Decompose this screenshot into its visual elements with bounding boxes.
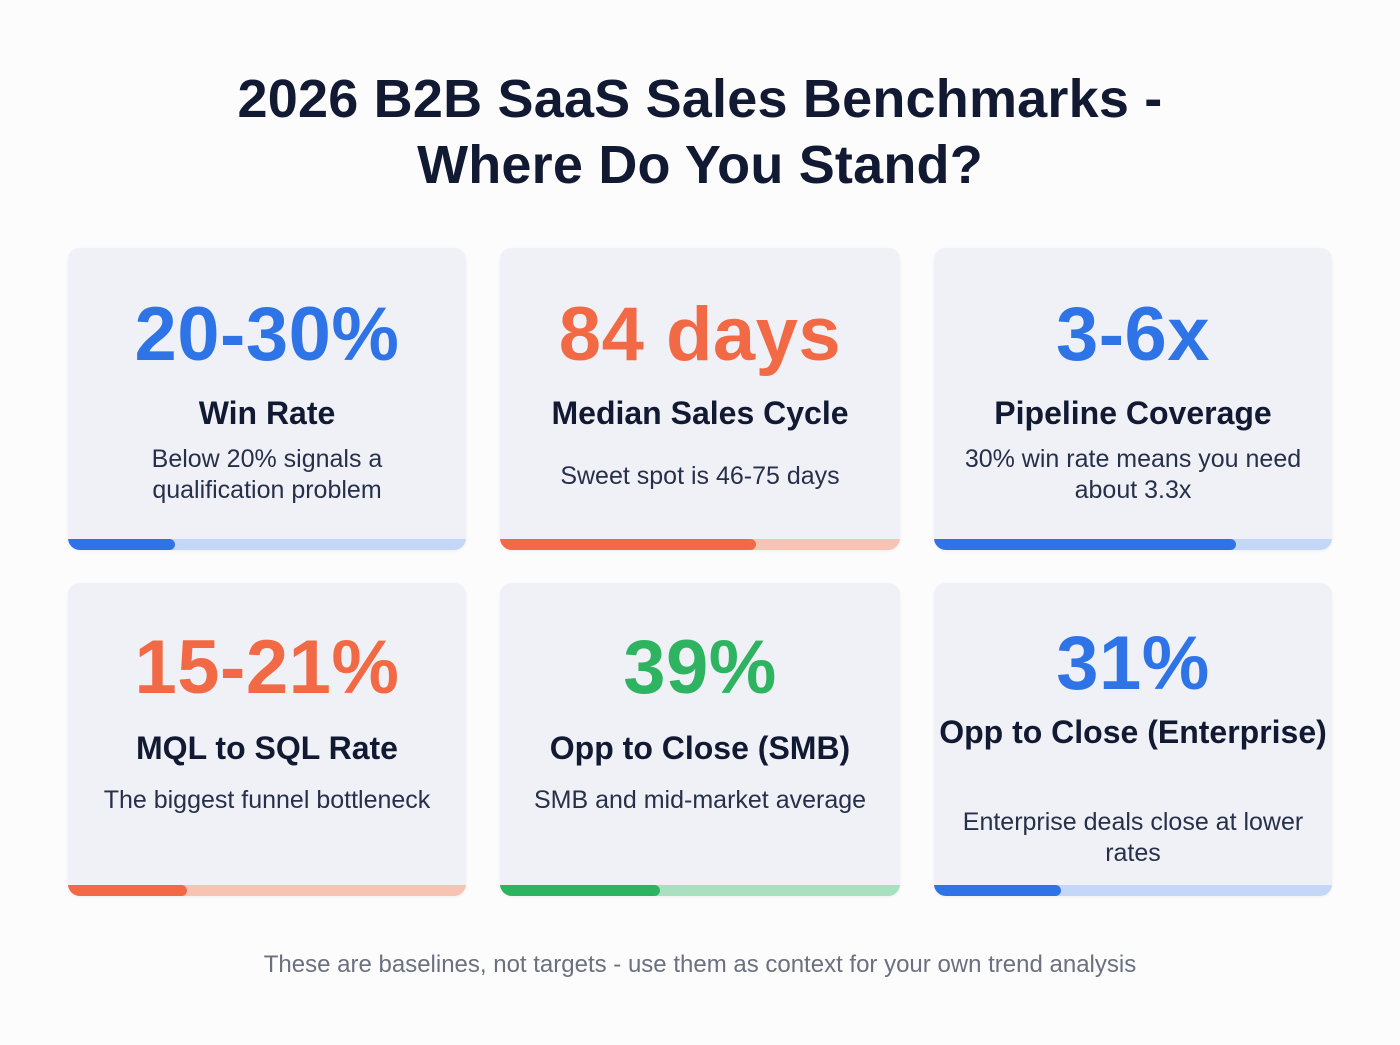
metric-label: Opp to Close (SMB): [549, 730, 851, 766]
footnote: These are baselines, not targets - use t…: [263, 951, 1137, 978]
progress-bar-fill: [934, 539, 1237, 550]
metric-value: 31%: [1056, 621, 1210, 706]
metric-label: MQL to SQL Rate: [136, 730, 398, 766]
progress-bar: [934, 539, 1332, 550]
benchmark-card-opp-to-close-smb: 39% Opp to Close (SMB) SMB and mid-marke…: [500, 583, 900, 896]
progress-bar-fill: [934, 885, 1062, 896]
progress-bar: [934, 885, 1332, 896]
metric-description: SMB and mid-market average: [533, 786, 867, 814]
benchmark-card-opp-to-close-enterprise: 31% Opp to Close (Enterprise) Enterprise…: [934, 583, 1332, 896]
metric-label: Pipeline Coverage: [994, 395, 1272, 431]
progress-bar: [500, 539, 900, 550]
metric-description: 30% win rate means you need about 3.3x: [964, 445, 1302, 504]
metric-description: Below 20% signals a qualification proble…: [151, 445, 383, 504]
progress-bar: [500, 885, 900, 896]
metric-label: Median Sales Cycle: [551, 395, 849, 431]
metric-label: Win Rate: [198, 395, 336, 431]
metric-description: Sweet spot is 46-75 days: [560, 462, 840, 490]
title-line-2: Where Do You Stand?: [417, 135, 983, 195]
metric-value: 84 days: [558, 292, 842, 377]
benchmark-card-pipeline-coverage: 3-6x Pipeline Coverage 30% win rate mean…: [934, 248, 1332, 550]
metric-label: Opp to Close (Enterprise): [939, 714, 1327, 750]
progress-bar-fill: [500, 539, 756, 550]
metric-value: 20-30%: [134, 292, 400, 377]
benchmark-card-win-rate: 20-30% Win Rate Below 20% signals a qual…: [68, 248, 466, 550]
progress-bar: [68, 885, 466, 896]
metric-value: 39%: [623, 625, 777, 710]
progress-bar-fill: [68, 539, 176, 550]
metric-value: 15-21%: [134, 625, 400, 710]
progress-bar-fill: [500, 885, 660, 896]
page-title: 2026 B2B SaaS Sales Benchmarks - Where D…: [0, 66, 1400, 198]
progress-bar: [68, 539, 466, 550]
metric-value: 3-6x: [1055, 292, 1211, 377]
metric-description: Enterprise deals close at lower rates: [962, 808, 1304, 867]
benchmark-card-mql-to-sql: 15-21% MQL to SQL Rate The biggest funne…: [68, 583, 466, 896]
title-line-1: 2026 B2B SaaS Sales Benchmarks -: [237, 69, 1163, 129]
metric-description: The biggest funnel bottleneck: [103, 786, 431, 814]
progress-bar-fill: [68, 885, 188, 896]
benchmark-card-median-sales-cycle: 84 days Median Sales Cycle Sweet spot is…: [500, 248, 900, 550]
benchmark-grid: 20-30% Win Rate Below 20% signals a qual…: [68, 248, 1332, 896]
